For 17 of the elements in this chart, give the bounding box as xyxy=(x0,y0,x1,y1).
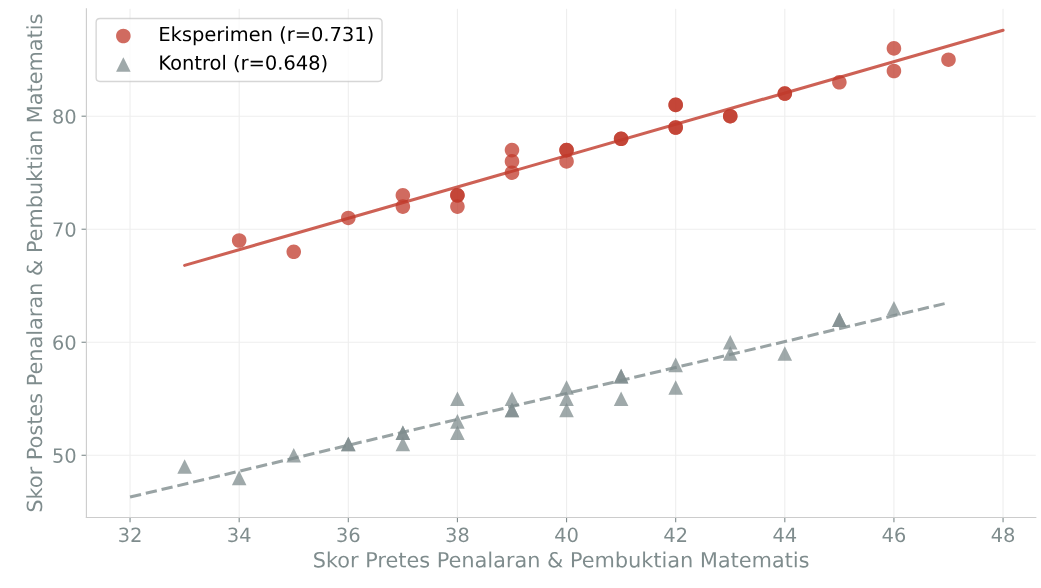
x-tick-label: 46 xyxy=(882,527,906,543)
x-tick-label: 34 xyxy=(228,527,251,543)
legend-label: Kontrol (r=0.648) xyxy=(160,54,327,73)
y-tick-label: 50 xyxy=(53,448,76,463)
x-tick-label: 32 xyxy=(119,527,141,543)
x-tick-label: 36 xyxy=(337,527,360,543)
y-axis-title: Skor Postes Penalaran & Pembuktian Matematis xyxy=(26,14,43,512)
x-axis-title: Skor Pretes Penalaran & Pembuktian Matematis xyxy=(314,551,809,568)
legend-label: Eksperimen (r=0.731) xyxy=(160,26,373,46)
x-tick-label: 40 xyxy=(555,527,578,543)
y-tick-label: 60 xyxy=(53,335,76,350)
x-tick-label: 42 xyxy=(664,527,687,542)
y-tick-label: 70 xyxy=(53,222,76,237)
x-tick-label: 38 xyxy=(446,527,469,543)
y-tick-label: 80 xyxy=(53,109,76,124)
x-tick-label: 44 xyxy=(773,527,797,542)
x-tick-label: 48 xyxy=(991,527,1015,543)
